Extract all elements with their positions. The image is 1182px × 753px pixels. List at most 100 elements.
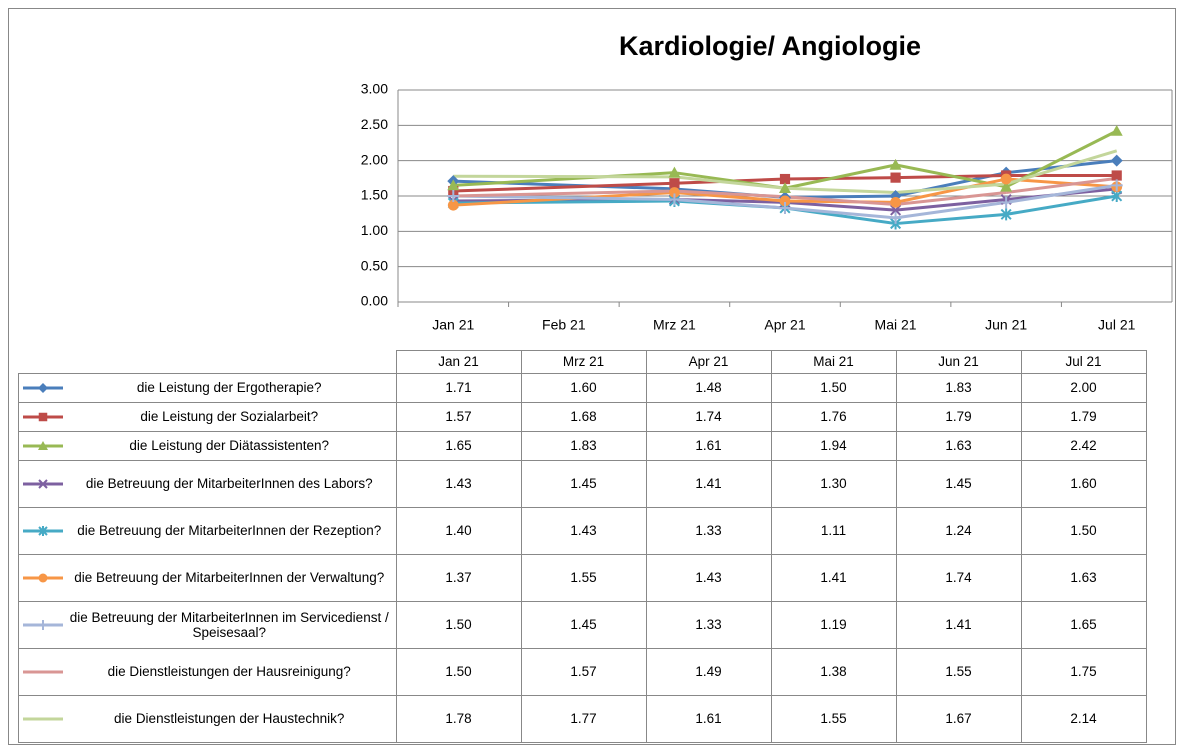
table-value: 1.76 xyxy=(770,401,897,432)
series-line xyxy=(784,163,896,190)
table-value: 2.14 xyxy=(1020,694,1147,743)
y-tick-label: 2.50 xyxy=(361,116,388,132)
series-line xyxy=(1005,176,1117,194)
table-value: 1.45 xyxy=(520,600,647,649)
legend-label: die Betreuung der MitarbeiterInnen im Se… xyxy=(69,609,389,640)
legend-label: die Dienstleistungen der Haustechnik? xyxy=(114,711,345,726)
table-value: 1.43 xyxy=(395,459,522,508)
marker xyxy=(38,573,48,582)
table-value: 1.79 xyxy=(895,401,1022,432)
y-tick-label: 1.50 xyxy=(361,187,388,203)
marker xyxy=(38,525,48,536)
marker xyxy=(38,478,48,489)
data-table: Jan 21 Mrz 21 Apr 21 Mai 21 Jun 21 Jul 21 die … xyxy=(18,350,1147,743)
series-line xyxy=(1005,194,1117,216)
table-value: 2.00 xyxy=(1020,372,1147,403)
table-value: 1.71 xyxy=(395,372,522,403)
table-value: 1.33 xyxy=(645,600,772,649)
table-value: 1.41 xyxy=(770,553,897,602)
series-line xyxy=(895,198,1007,212)
table-value: 1.49 xyxy=(645,647,772,696)
table-value: 1.75 xyxy=(1020,647,1147,696)
x-tick-label: Jun 21 xyxy=(985,317,1027,333)
legend-label: die Leistung der Sozialarbeit? xyxy=(140,409,319,424)
marker xyxy=(1000,208,1012,221)
table-value: 1.83 xyxy=(895,372,1022,403)
marker xyxy=(779,202,791,215)
y-tick-label: 1.00 xyxy=(361,222,388,238)
legend-label: die Leistung der Ergotherapie? xyxy=(136,380,322,395)
marker xyxy=(38,382,48,393)
table-header: Jun 21 xyxy=(895,350,1022,374)
series-line xyxy=(453,189,675,198)
x-tick-label: Mrz 21 xyxy=(653,317,696,333)
table-header: Jan 21 xyxy=(395,350,522,374)
table-value: 1.61 xyxy=(645,694,772,743)
table-value: 1.57 xyxy=(520,647,647,696)
y-tick-label: 0.50 xyxy=(361,257,388,273)
x-tick-label: Jan 21 xyxy=(432,317,474,333)
legend-key xyxy=(23,525,63,536)
marker xyxy=(38,412,48,421)
marker xyxy=(889,158,902,170)
series-line xyxy=(895,200,1007,220)
table-value: 1.45 xyxy=(895,459,1022,508)
series-line xyxy=(453,174,675,179)
series-line xyxy=(453,171,675,187)
table-value: 1.45 xyxy=(520,459,647,508)
series-line xyxy=(674,198,786,210)
marker xyxy=(447,199,459,211)
marker xyxy=(668,193,681,206)
table-value: 1.60 xyxy=(1020,459,1147,508)
table-value: 1.11 xyxy=(770,506,897,555)
legend-key xyxy=(23,440,63,450)
series-line xyxy=(1006,177,1117,189)
series-line xyxy=(784,186,896,194)
table-value: 1.65 xyxy=(1020,600,1147,649)
x-tick-label: Apr 21 xyxy=(764,317,805,333)
table-value: 1.38 xyxy=(770,647,897,696)
table-value: 1.50 xyxy=(770,372,897,403)
table-value: 1.79 xyxy=(1020,401,1147,432)
table-value: 1.68 xyxy=(520,401,647,432)
table-value: 1.67 xyxy=(895,694,1022,743)
legend-key xyxy=(23,670,63,673)
table-value: 1.50 xyxy=(395,600,522,649)
legend-label: die Betreuung der MitarbeiterInnen der V… xyxy=(74,570,385,585)
series-line xyxy=(784,206,896,220)
table-value: 1.55 xyxy=(520,553,647,602)
table-value: 1.60 xyxy=(520,372,647,403)
table-value: 1.61 xyxy=(645,430,772,461)
marker xyxy=(890,172,901,183)
table-header: Jul 21 xyxy=(1020,350,1147,374)
marker xyxy=(889,211,902,224)
marker xyxy=(779,182,791,194)
marker xyxy=(1000,180,1013,192)
chart: Kardiologie/ Angiologie 0.00 0.50 1.00 1.50… xyxy=(361,31,1173,333)
marker xyxy=(447,179,460,191)
series-line xyxy=(1005,149,1118,186)
y-tick-label: 0.00 xyxy=(361,293,388,309)
table-value: 1.63 xyxy=(895,430,1022,461)
marker xyxy=(1000,173,1012,185)
legend-label: die Leistung der Diätassistenten? xyxy=(129,438,330,453)
table-value: 2.42 xyxy=(1020,430,1147,461)
legend-key xyxy=(23,619,63,630)
series-line xyxy=(674,190,786,203)
marker xyxy=(1111,170,1122,181)
legend-label: die Betreuung der MitarbeiterInnen der R… xyxy=(77,523,382,538)
series-line xyxy=(1005,183,1117,204)
marker xyxy=(669,178,680,189)
legend-label: die Betreuung der MitarbeiterInnen des L… xyxy=(85,476,373,491)
table-value: 1.33 xyxy=(645,506,772,555)
series-line xyxy=(453,181,675,193)
table-value: 1.74 xyxy=(895,553,1022,602)
marker xyxy=(668,166,681,178)
table-value: 1.41 xyxy=(645,459,772,508)
marker xyxy=(447,190,460,202)
table-value: 1.41 xyxy=(895,600,1022,649)
marker xyxy=(1110,154,1123,167)
table-value: 1.63 xyxy=(1020,553,1147,602)
marker xyxy=(1110,179,1123,192)
series-line xyxy=(895,177,1007,204)
